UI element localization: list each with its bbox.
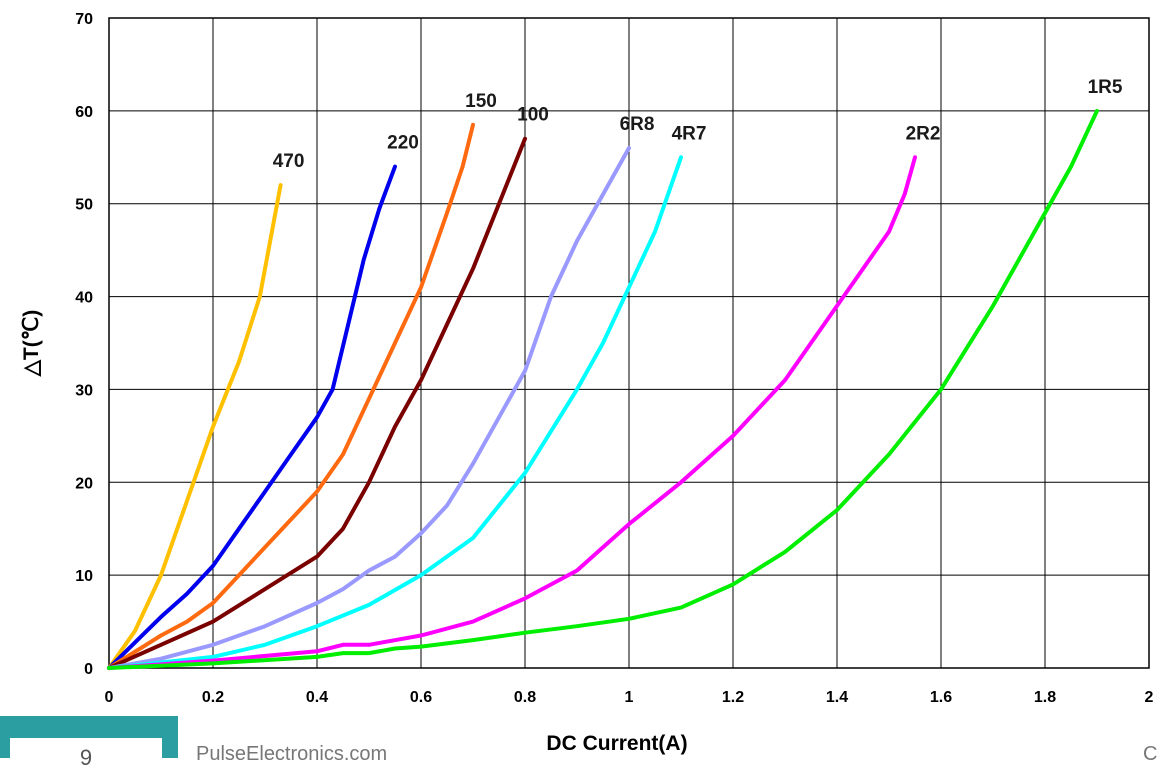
page-number-tab: 9 (0, 716, 178, 770)
series-label-2r2: 2R2 (906, 123, 941, 144)
series-line-2r2 (107, 155, 917, 670)
x-tick-label: 1.4 (826, 689, 848, 706)
x-axis-ticks: 0 0.2 0.4 0.6 0.8 1 1.2 1.4 1.6 1.8 2 (105, 689, 1154, 706)
series-line-4r7 (107, 155, 683, 670)
plot-border (108, 17, 1150, 669)
x-axis-title: DC Current(A) (546, 732, 687, 755)
series-label-1r5: 1R5 (1088, 77, 1123, 98)
x-tick-label: 2 (1145, 689, 1154, 706)
x-tick-label: 0.6 (410, 689, 432, 706)
series-line-1r5 (107, 108, 1099, 670)
y-axis-title: △T(℃) (20, 310, 43, 378)
y-tick-label: 50 (75, 197, 93, 214)
series-label-6r8: 6R8 (620, 114, 655, 135)
series-line-6r8 (107, 146, 631, 670)
footer-website[interactable]: PulseElectronics.com (196, 743, 388, 765)
y-tick-label: 60 (75, 104, 93, 121)
series-line-220 (107, 164, 397, 670)
series-label-100: 100 (517, 105, 549, 126)
series-line-100 (107, 136, 527, 670)
x-tick-label: 1.2 (722, 689, 744, 706)
temperature-rise-chart: 0 0.2 0.4 0.6 0.8 1 1.2 1.4 1.6 1.8 2 0 10 20 30 40 50 6… (20, 11, 1154, 755)
x-tick-label: 1.6 (930, 689, 952, 706)
x-tick-label: 1 (625, 689, 634, 706)
y-tick-label: 20 (75, 475, 93, 492)
y-tick-label: 30 (75, 382, 93, 399)
series-label-150: 150 (465, 91, 497, 112)
y-tick-label: 40 (75, 290, 93, 307)
x-tick-label: 1.8 (1034, 689, 1056, 706)
x-tick-label: 0.4 (306, 689, 328, 706)
y-tick-label: 10 (75, 568, 93, 585)
y-tick-label: 70 (75, 11, 93, 28)
x-tick-label: 0.2 (202, 689, 224, 706)
series-label-220: 220 (387, 133, 419, 154)
x-tick-label: 0.8 (514, 689, 536, 706)
series-lines (107, 108, 1099, 670)
y-axis-ticks: 0 10 20 30 40 50 60 70 (75, 11, 93, 678)
series-labels: 470 220 150 100 6R8 4R7 2R2 1R5 (273, 77, 1123, 172)
y-tick-label: 0 (84, 661, 93, 678)
footer-right-mark: C (1143, 743, 1158, 765)
series-label-4r7: 4R7 (672, 123, 707, 144)
series-line-150 (107, 122, 475, 670)
x-tick-label: 0 (105, 689, 114, 706)
series-line-470 (107, 183, 283, 670)
series-label-470: 470 (273, 151, 305, 172)
page-number: 9 (10, 738, 162, 770)
